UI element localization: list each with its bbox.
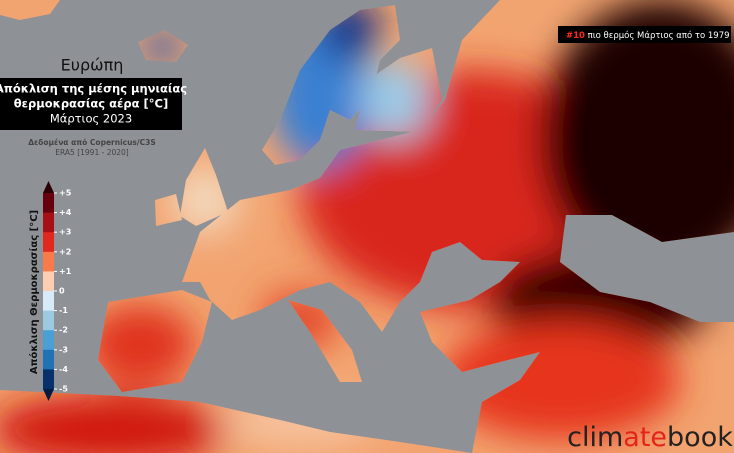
colorbar-tick-label: -1 [59, 306, 68, 315]
colorbar-tick-label: -2 [59, 326, 68, 335]
colorbar-tick-label: -4 [59, 365, 68, 374]
rank-text: #10 πιο θερμός Μάρτιος από το 1979 [566, 30, 730, 41]
period: Μάρτιος 2023 [50, 112, 132, 126]
colorbar-segment [43, 291, 54, 312]
source: Δεδομένα από Copernicus/C3S [28, 138, 156, 147]
colorbar-tick-label: +5 [59, 189, 72, 198]
colorbar-under [43, 389, 54, 401]
colorbar-tick-label: +1 [59, 267, 72, 276]
colorbar-segment [43, 330, 54, 351]
rank-badge [558, 26, 731, 43]
logo-part: book [667, 422, 733, 453]
region-name: Ευρώπη [61, 56, 124, 75]
colorbar-segment [43, 369, 54, 390]
colorbar-segment [43, 310, 54, 331]
colorbar-label: Απόκλιση Θερμοκρασίας [°C] [28, 210, 40, 374]
colorbar-segment [43, 212, 54, 233]
colorbar-segment [43, 251, 54, 272]
logo-part: clim [567, 422, 623, 453]
colorbar: +5 +4 +3 +2 +1 0 -1 -2 -3 -4 -5 [43, 181, 72, 401]
title-box [0, 78, 182, 130]
title-line: θερμοκρασίας αέρα [°C] [14, 97, 169, 111]
colorbar-tick-label: -3 [59, 345, 68, 354]
colorbar-tick-label: 0 [59, 287, 65, 296]
colorbar-tick-label: +2 [59, 247, 71, 256]
colorbar-segment [43, 349, 54, 370]
logo: climatebook [567, 422, 733, 453]
title-line: Απόκλιση της μέσης μηνιαίας [0, 82, 187, 96]
rank-caption: πιο θερμός Μάρτιος από το 1979 [588, 30, 730, 41]
colorbar-segment [43, 193, 54, 214]
logo-part: ate [623, 422, 667, 453]
colorbar-segment [43, 271, 54, 292]
colorbar-tick-label: +3 [59, 228, 71, 237]
colorbar-over [43, 181, 54, 193]
rank: #10 [566, 31, 585, 41]
colorbar-segment [43, 232, 54, 253]
reference: ERA5 [1991 - 2020] [55, 148, 129, 157]
colorbar-tick-label: +4 [59, 208, 72, 217]
colorbar-tick-label: -5 [59, 385, 68, 394]
